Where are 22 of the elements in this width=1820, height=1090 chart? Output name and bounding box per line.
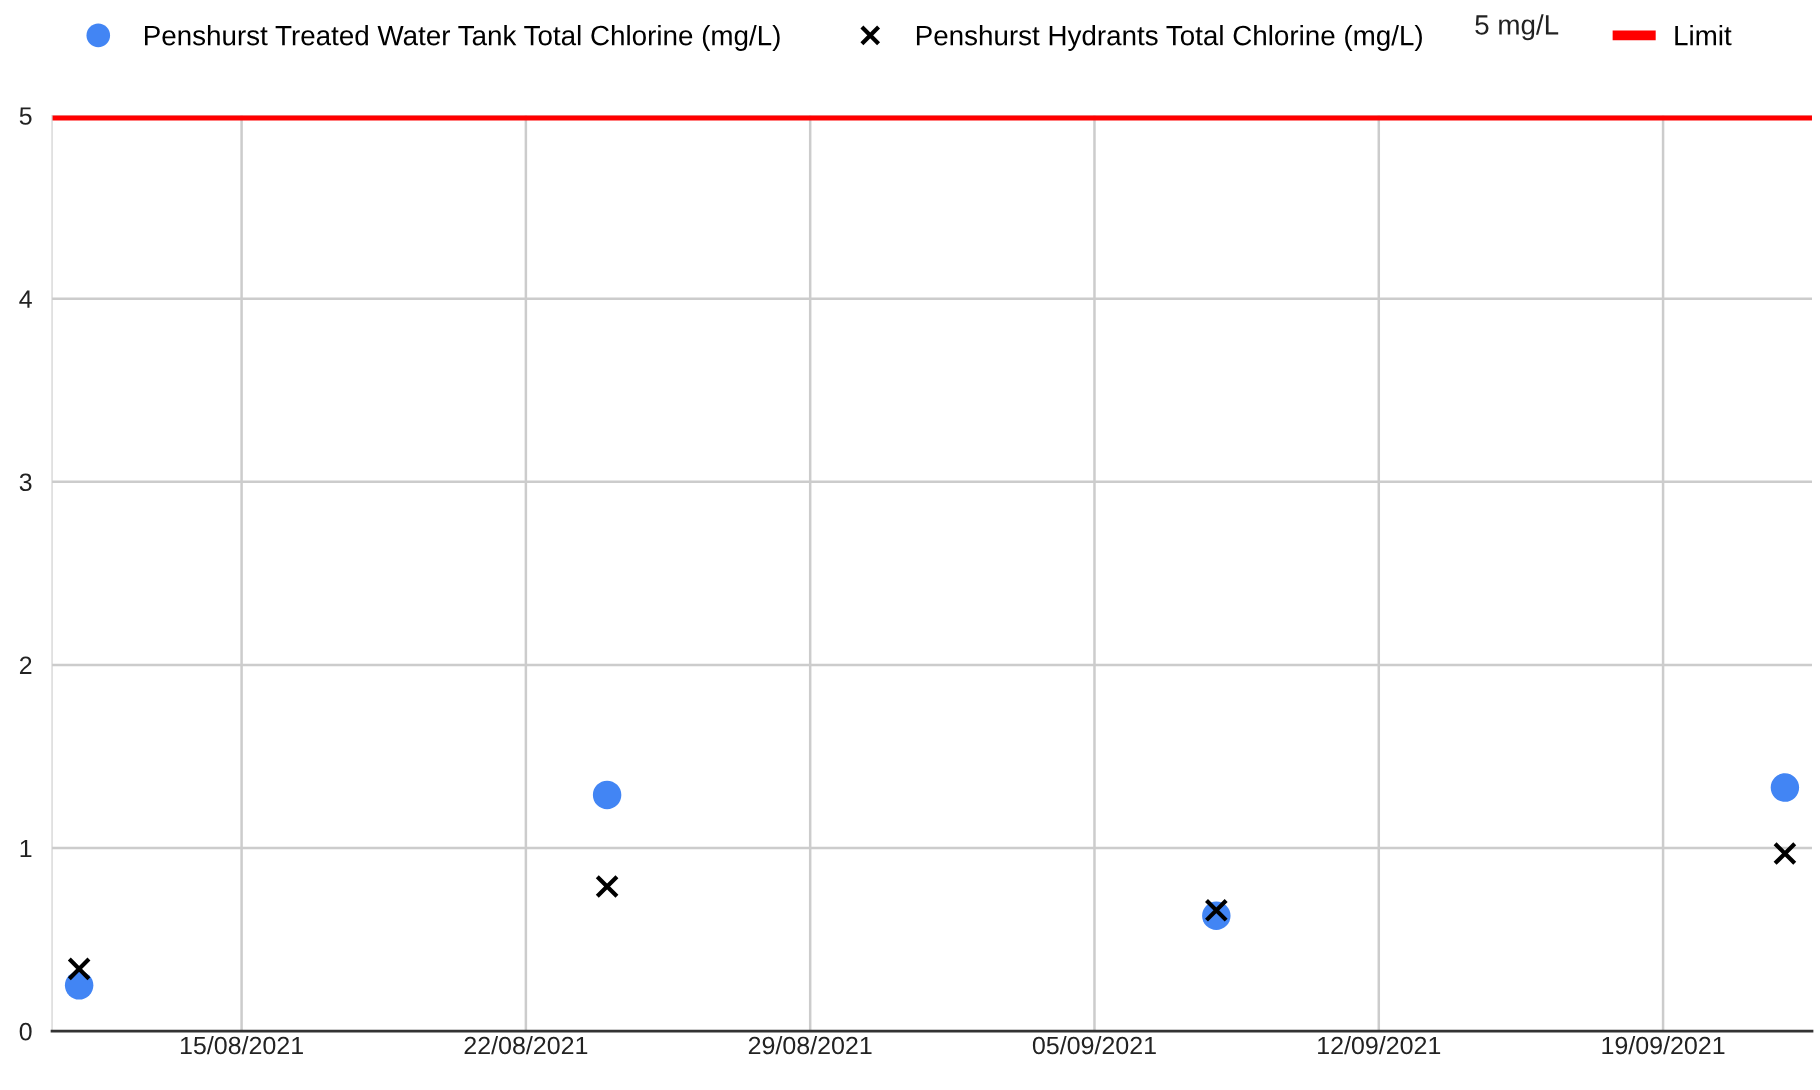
y-tick-label: 5 (19, 107, 32, 125)
point (1204, 898, 1229, 923)
point (592, 780, 622, 810)
legend-label: Penshurst Hydrants Total Chlorine (mg/L) (916, 25, 1422, 51)
point (1773, 841, 1797, 866)
point (595, 874, 620, 899)
legend-label: Penshurst Treated Water Tank Total Chlorine (mg/L) (145, 25, 780, 51)
text: 5 mg/L (1475, 14, 1559, 41)
x-tick-label: 19/09/2021 (1602, 1036, 1725, 1055)
point (67, 956, 92, 981)
y-tick-label: 3 (19, 473, 32, 492)
x-tick-label: 12/09/2021 (1318, 1036, 1441, 1055)
y-tick-label: 0 (19, 1022, 32, 1041)
y-tick-label: 1 (20, 839, 32, 858)
x-tick-label: 15/08/2021 (180, 1036, 303, 1055)
x-tick-label: 29/08/2021 (748, 1036, 872, 1055)
y-tick-label: 4 (19, 290, 32, 308)
y-tick-label: 2 (19, 656, 32, 674)
x-tick-label: 22/08/2021 (464, 1036, 588, 1055)
point (1770, 773, 1800, 802)
legend-label: Limit (1675, 25, 1732, 46)
x-tick-label: 05/09/2021 (1032, 1036, 1156, 1055)
